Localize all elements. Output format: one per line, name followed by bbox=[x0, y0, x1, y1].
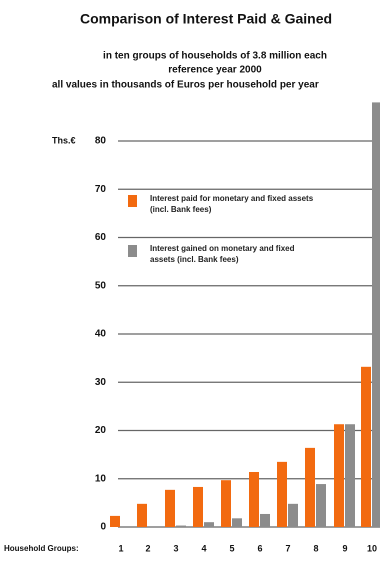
x-axis-label: Household Groups: bbox=[4, 544, 79, 553]
legend-entry: Interest paid for monetary and fixed ass… bbox=[150, 194, 314, 214]
subtitle: all values in thousands of Euros per hou… bbox=[52, 80, 319, 91]
legend-entry: Interest gained on monetary and fixed as… bbox=[150, 244, 295, 264]
bar bbox=[193, 486, 203, 527]
bar bbox=[110, 515, 120, 527]
x-tick-label: 10 bbox=[367, 543, 377, 553]
subtitle: in ten groups of households of 3.8 milli… bbox=[103, 51, 327, 62]
bar bbox=[249, 471, 259, 527]
bar bbox=[345, 424, 355, 527]
chart-title: Comparison of Interest Paid & Gained bbox=[80, 11, 332, 27]
bar bbox=[165, 489, 175, 527]
bar bbox=[372, 102, 380, 528]
y-axis-label: Ths.€ bbox=[52, 135, 76, 145]
y-tick-label: 30 bbox=[95, 377, 107, 388]
bar bbox=[204, 522, 214, 527]
bar bbox=[316, 484, 326, 527]
x-tick-label: 2 bbox=[145, 543, 150, 553]
x-tick-label: 9 bbox=[342, 543, 347, 553]
x-tick-label: 6 bbox=[257, 543, 262, 553]
bar bbox=[232, 518, 242, 527]
y-tick-label: 70 bbox=[95, 184, 107, 195]
bar bbox=[334, 424, 344, 527]
y-tick-label: 60 bbox=[95, 232, 107, 243]
y-tick-label: 10 bbox=[95, 473, 107, 484]
x-tick-label: 5 bbox=[229, 543, 234, 553]
y-tick-label: 40 bbox=[95, 329, 107, 340]
bar bbox=[361, 366, 371, 527]
y-tick-label: 50 bbox=[95, 280, 107, 291]
y-tick-label: 20 bbox=[95, 425, 107, 436]
y-tick-label: 0 bbox=[100, 522, 106, 533]
subtitle: reference year 2000 bbox=[168, 65, 262, 76]
y-tick-label: 80 bbox=[95, 136, 107, 147]
bar bbox=[288, 503, 298, 527]
x-tick-label: 1 bbox=[118, 543, 123, 553]
legend-swatch bbox=[128, 195, 137, 207]
bar bbox=[176, 525, 186, 527]
bar bbox=[260, 513, 270, 527]
legend-label: Interest gained on monetary and fixed as… bbox=[150, 244, 295, 264]
bar bbox=[277, 461, 287, 527]
x-tick-label: 3 bbox=[173, 543, 178, 553]
x-tick-label: 8 bbox=[313, 543, 318, 553]
bar bbox=[221, 480, 231, 527]
bar bbox=[137, 503, 147, 527]
legend-swatch bbox=[128, 245, 137, 257]
x-tick-label: 4 bbox=[201, 543, 206, 553]
legend-label: Interest paid for monetary and fixed ass… bbox=[150, 194, 314, 214]
bar bbox=[305, 447, 315, 527]
x-tick-label: 7 bbox=[285, 543, 290, 553]
